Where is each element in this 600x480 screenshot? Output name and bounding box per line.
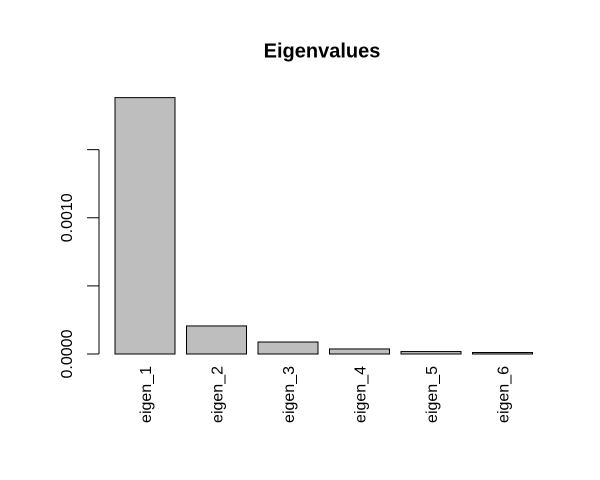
- y-tick-label: 0.0010: [59, 193, 76, 242]
- bar: [472, 352, 533, 355]
- x-tick-label: eigen_2: [210, 366, 227, 423]
- bar: [329, 348, 390, 355]
- x-tick-label: eigen_4: [353, 366, 370, 423]
- chart-title: Eigenvalues: [264, 40, 381, 62]
- y-tick-label: 0.0000: [59, 329, 76, 378]
- bar: [186, 325, 247, 355]
- bar: [257, 341, 319, 355]
- bar: [400, 351, 462, 355]
- bar: [114, 97, 176, 355]
- x-tick-label: eigen_5: [424, 366, 441, 423]
- x-tick-label: eigen_6: [496, 366, 513, 423]
- x-tick-label: eigen_3: [281, 366, 298, 423]
- x-tick-label: eigen_1: [138, 366, 155, 423]
